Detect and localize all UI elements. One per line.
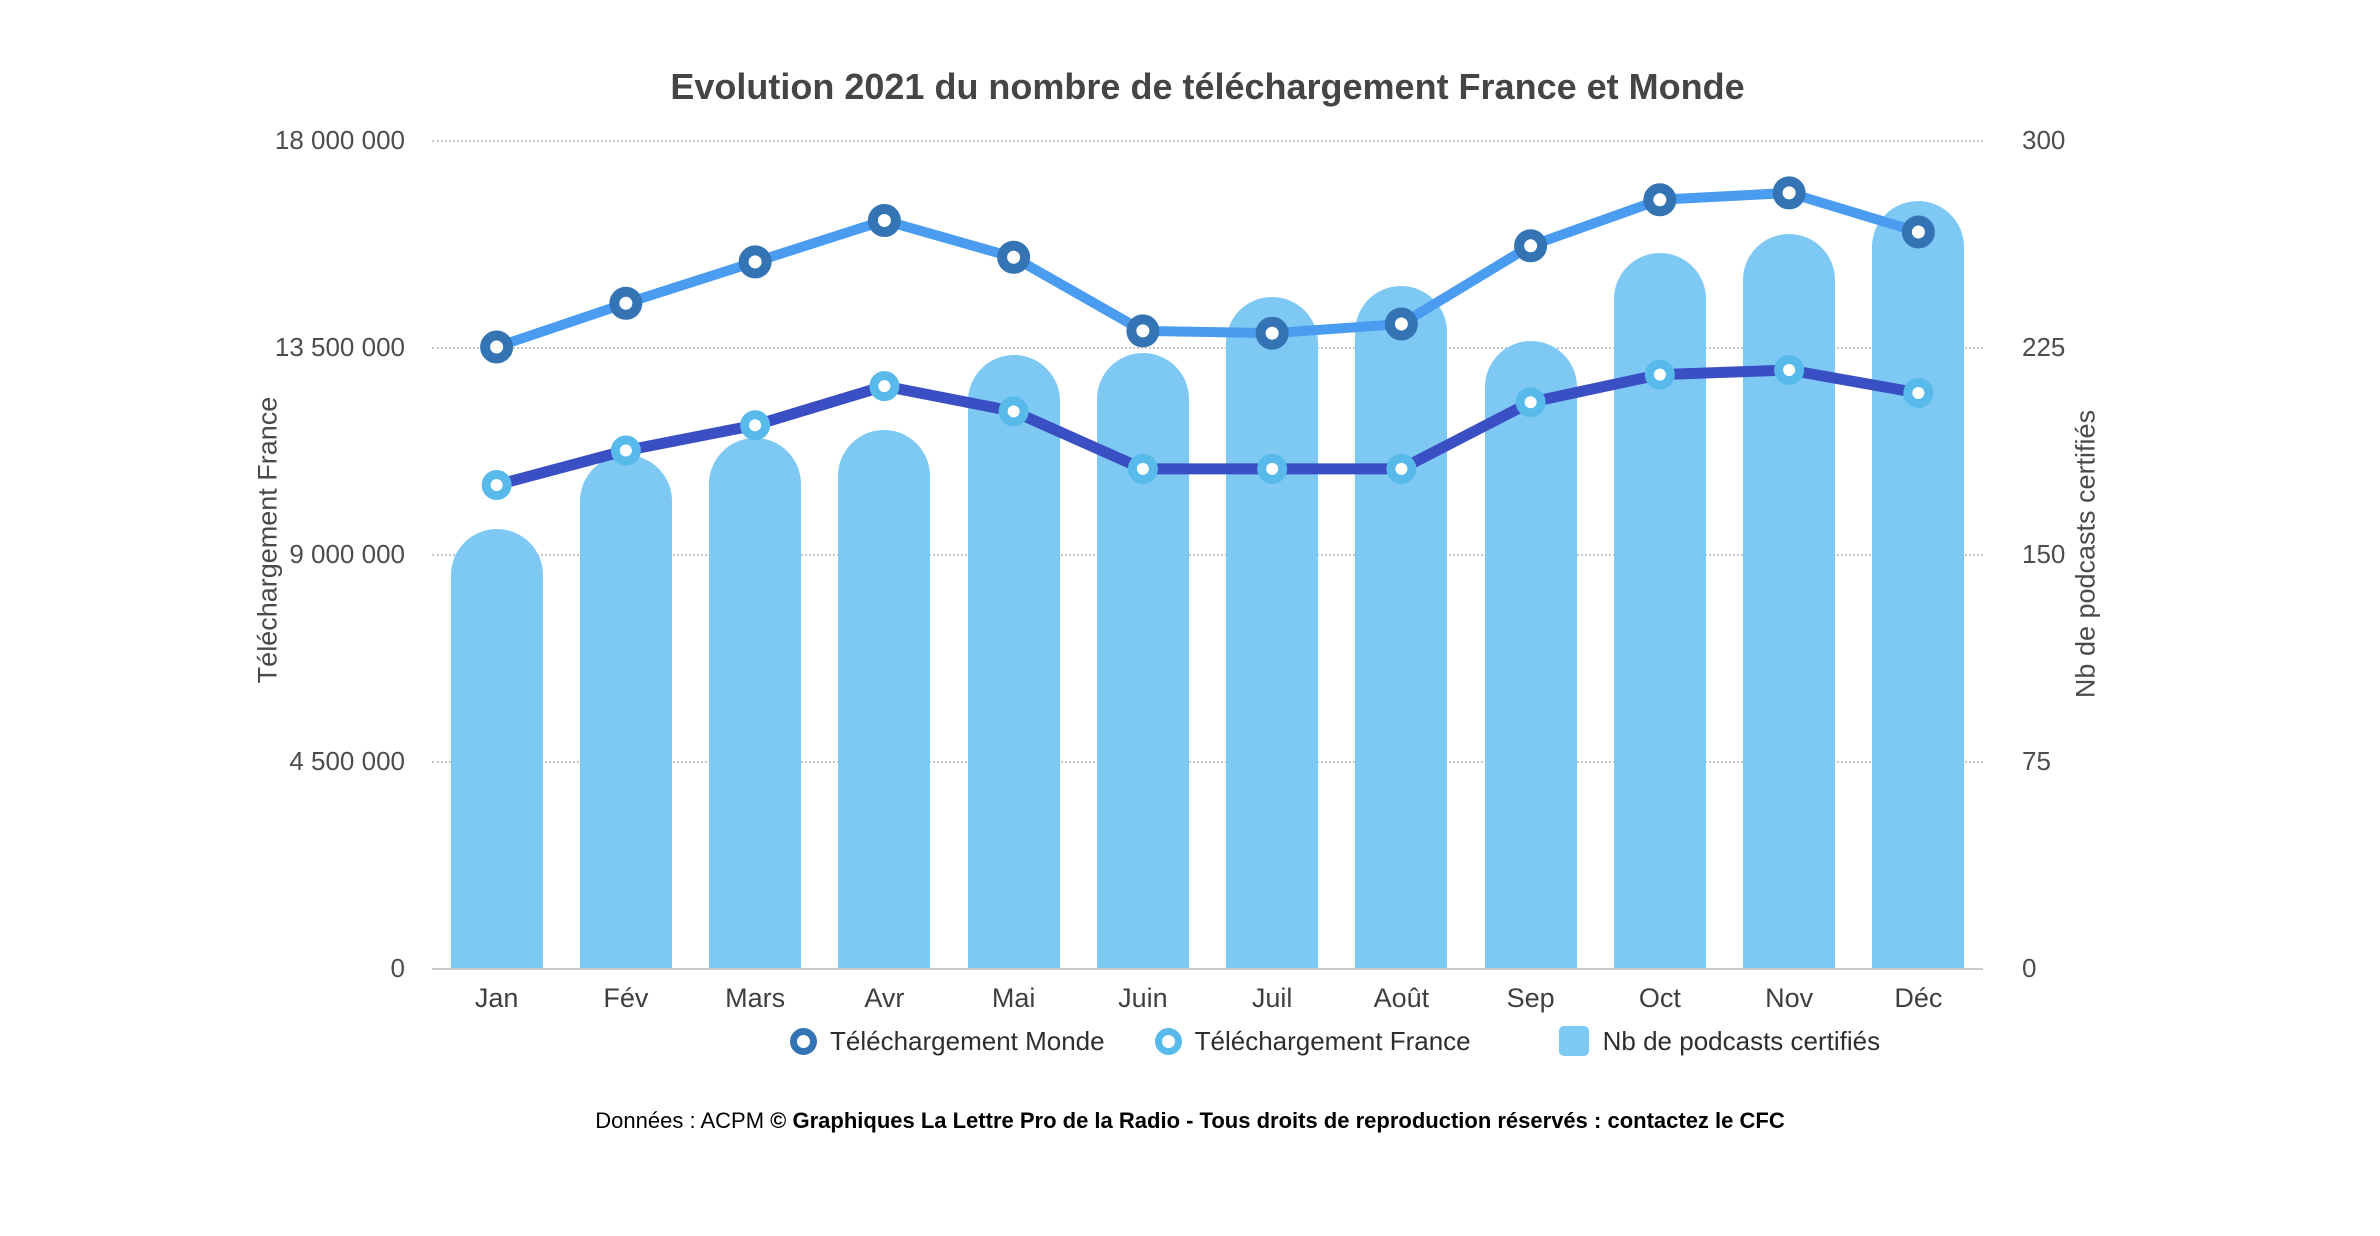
y-tick-label-right: 0 — [2022, 953, 2037, 983]
y-tick-label-left: 4 500 000 — [289, 746, 405, 776]
monde-marker — [1643, 183, 1677, 217]
footer-source: Données : ACPM — [595, 1108, 765, 1133]
monde-ring-icon — [790, 1027, 817, 1055]
x-tick-label: Fév — [603, 983, 649, 1013]
x-tick-label: Mai — [991, 983, 1036, 1013]
x-tick-label: Sep — [1506, 983, 1555, 1013]
footer-credit: Données : ACPM © Graphiques La Lettre Pr… — [0, 1108, 2380, 1134]
x-tick-label: Oct — [1638, 983, 1681, 1013]
monde-marker — [1126, 314, 1160, 348]
gridline — [432, 554, 1983, 556]
podcast-bar — [1872, 200, 1965, 968]
footer-copyright: © Graphiques La Lettre Pro de la Radio -… — [770, 1108, 1785, 1133]
monde-marker — [997, 240, 1031, 274]
france-marker — [869, 371, 900, 402]
france-marker — [740, 410, 771, 441]
y-tick-label-left: 18 000 000 — [274, 125, 405, 155]
legend-label-france: Téléchargement France — [1194, 1025, 1471, 1056]
x-tick-label: Juil — [1251, 983, 1293, 1013]
x-tick-label: Jan — [474, 983, 519, 1013]
y-tick-label-right: 300 — [2022, 125, 2066, 155]
y-tick-label-right: 75 — [2022, 746, 2051, 776]
y-tick-label-right: 150 — [2022, 539, 2066, 569]
monde-marker — [1772, 176, 1806, 210]
monde-marker — [738, 245, 772, 279]
legend-label-monde: Téléchargement Monde — [830, 1025, 1105, 1056]
podcast-bar — [1484, 341, 1577, 968]
legend-item-podcasts: Nb de podcasts certifiés — [1558, 1025, 1881, 1057]
y-tick-label-left: 13 500 000 — [274, 332, 405, 362]
podcast-bar — [1355, 286, 1448, 968]
legend-label-podcasts: Nb de podcasts certifiés — [1602, 1025, 1881, 1056]
gridline — [432, 140, 1983, 142]
x-tick-label: Déc — [1894, 983, 1943, 1013]
france-marker — [481, 470, 512, 500]
podcast-bar — [450, 529, 543, 968]
x-tick-label: Juin — [1118, 983, 1168, 1013]
legend-item-france: Téléchargement France — [1154, 1025, 1471, 1057]
x-tick-label: Nov — [1765, 983, 1814, 1013]
y-tick-label-left: 0 — [390, 953, 405, 983]
x-axis-line — [432, 968, 1983, 970]
podcast-bar — [709, 438, 802, 968]
legend-item-monde: Téléchargement Monde — [790, 1026, 1105, 1057]
podcast-bar — [1613, 253, 1706, 968]
gridline — [432, 761, 1983, 763]
bar-swatch-icon — [1558, 1026, 1589, 1056]
monde-marker — [609, 286, 643, 320]
x-tick-label: Avr — [864, 983, 905, 1013]
monde-marker — [867, 204, 901, 237]
podcast-bar — [1226, 297, 1319, 968]
monde-marker — [1514, 229, 1548, 263]
y-tick-label-left: 9 000 000 — [289, 539, 405, 569]
podcast-bar — [838, 429, 931, 968]
podcast-bar — [1743, 233, 1836, 968]
legend: Téléchargement Monde Téléchargement Fran… — [790, 1018, 1880, 1064]
podcast-bar — [579, 454, 672, 968]
y-tick-label-right: 225 — [2022, 332, 2066, 362]
chart-title: Evolution 2021 du nombre de téléchargeme… — [670, 66, 1745, 107]
podcast-bar — [1096, 352, 1189, 968]
podcast-bar — [967, 355, 1060, 968]
france-ring-icon — [1154, 1027, 1182, 1055]
x-tick-label: Mars — [725, 983, 786, 1013]
x-tick-label: Août — [1373, 983, 1430, 1013]
